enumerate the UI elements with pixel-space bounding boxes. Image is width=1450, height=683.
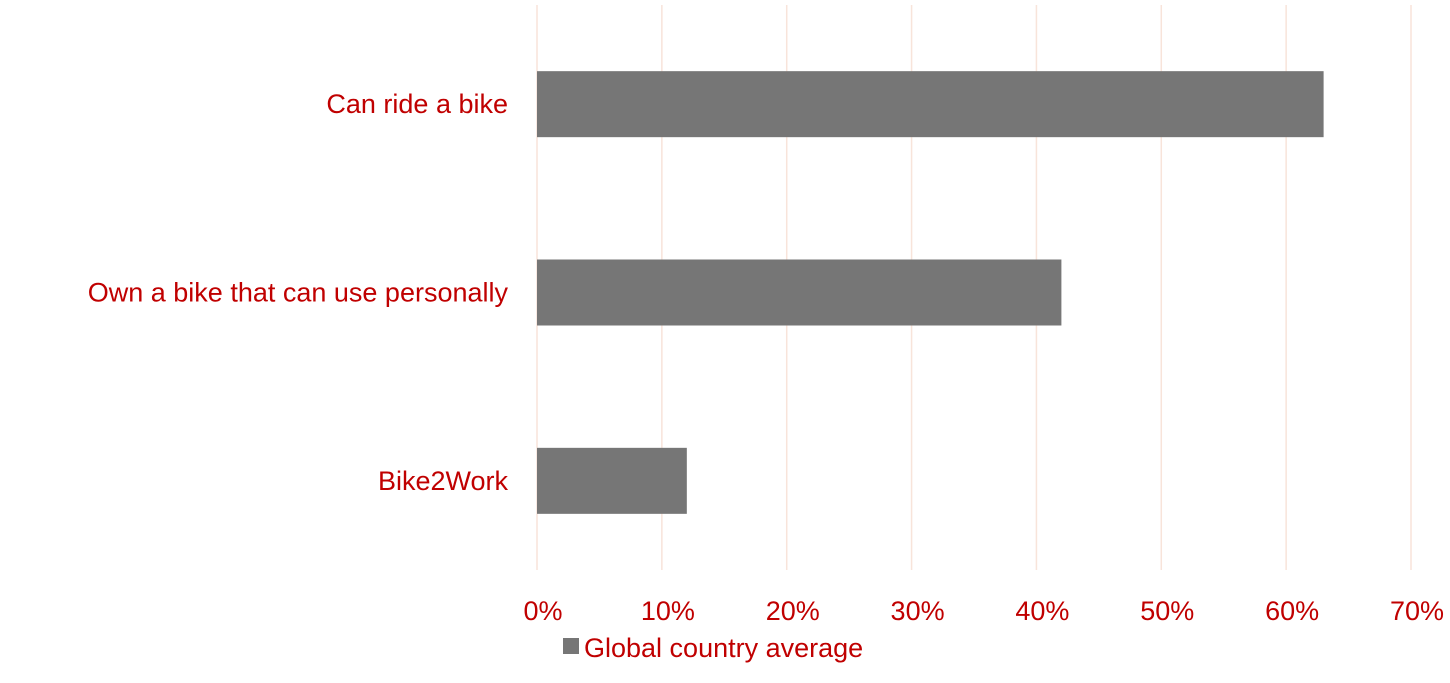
- x-tick-label: 20%: [766, 596, 820, 626]
- x-tick-label: 30%: [891, 596, 945, 626]
- x-tick-label: 50%: [1140, 596, 1194, 626]
- x-tick-label: 0%: [523, 596, 562, 626]
- category-label: Bike2Work: [378, 466, 509, 496]
- category-labels: Can ride a bike Own a bike that can use p…: [88, 89, 509, 496]
- bar-bike2work: [537, 447, 687, 514]
- x-tick-label: 70%: [1390, 596, 1444, 626]
- bars: [537, 71, 1324, 514]
- bar-can-ride-a-bike: [537, 71, 1324, 138]
- bar-own-a-bike-that-can-use-personally: [537, 259, 1062, 326]
- legend-swatch: [563, 638, 579, 654]
- legend: Global country average: [563, 633, 863, 663]
- x-tick-label: 60%: [1265, 596, 1319, 626]
- legend-label: Global country average: [584, 633, 863, 663]
- x-axis-tick-labels: 0% 10% 20% 30% 40% 50% 60% 70%: [523, 596, 1444, 626]
- category-label: Own a bike that can use personally: [88, 278, 509, 308]
- x-tick-label: 40%: [1015, 596, 1069, 626]
- category-label: Can ride a bike: [326, 89, 508, 119]
- x-tick-label: 10%: [641, 596, 695, 626]
